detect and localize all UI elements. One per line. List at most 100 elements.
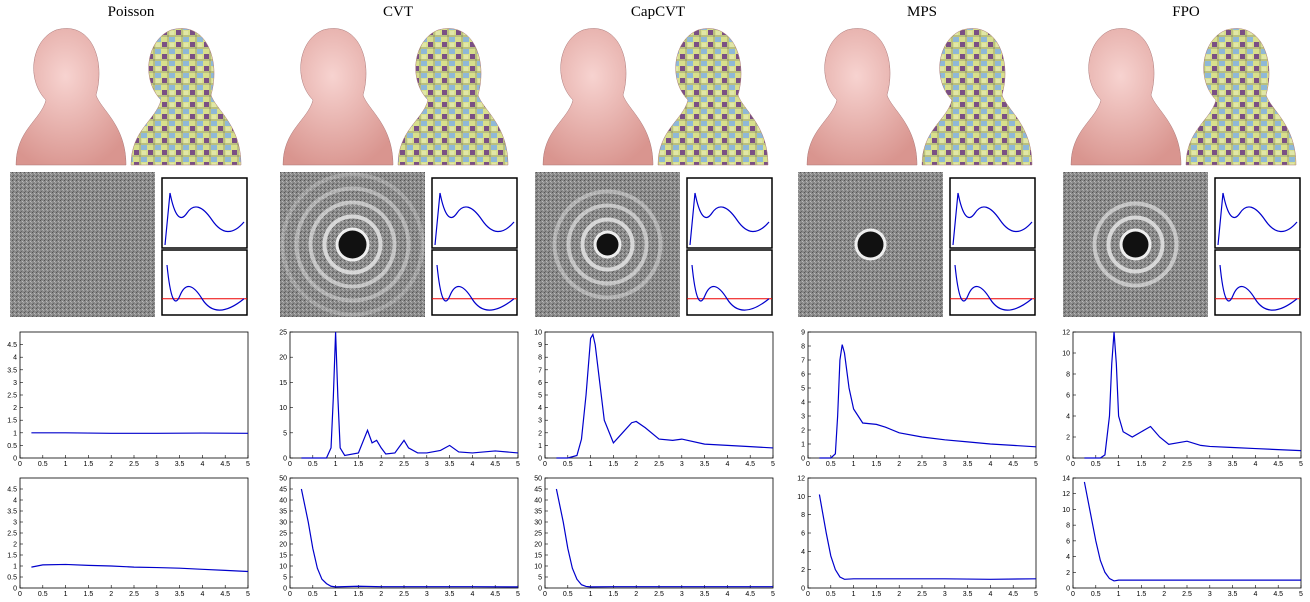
y-tick-label: 7 xyxy=(801,358,805,365)
column-title: CapCVT xyxy=(631,4,685,20)
x-tick-label: 1 xyxy=(64,461,68,468)
bust-render xyxy=(542,28,654,166)
bust-render xyxy=(1185,28,1297,166)
x-tick-label: 3 xyxy=(680,591,684,598)
bust-render xyxy=(921,28,1033,166)
spectrum-ring xyxy=(294,186,411,303)
inset-frame xyxy=(949,249,1036,316)
inset-frame xyxy=(1214,249,1301,316)
x-tick-label: 2.5 xyxy=(399,591,409,598)
x-tick-label: 2.5 xyxy=(1182,591,1192,598)
y-tick-label: 5 xyxy=(801,386,805,393)
y-tick-label: 0 xyxy=(13,586,17,593)
x-tick-label: 4 xyxy=(200,591,204,598)
x-tick-label: 2.5 xyxy=(917,461,927,468)
spectrum-ring xyxy=(308,200,397,289)
x-tick-label: 0 xyxy=(288,461,292,468)
x-tick-label: 2.5 xyxy=(1182,461,1192,468)
x-tick-label: 3.5 xyxy=(700,591,710,598)
x-tick-label: 3.5 xyxy=(175,461,185,468)
y-tick-label: 30 xyxy=(279,520,287,527)
x-tick-label: 2 xyxy=(109,591,113,598)
plot-frame xyxy=(544,477,774,589)
y-tick-label: 10 xyxy=(1062,507,1070,514)
x-tick-label: 4 xyxy=(470,591,474,598)
y-tick-label: 4 xyxy=(1066,414,1070,421)
spectrum-ring xyxy=(280,172,425,317)
y-tick-label: 3.5 xyxy=(7,509,17,516)
y-tick-label: 7 xyxy=(538,367,542,374)
x-tick-label: 1 xyxy=(64,591,68,598)
bust-render xyxy=(130,28,242,166)
x-tick-label: 3 xyxy=(155,591,159,598)
y-tick-label: 1 xyxy=(13,564,17,571)
x-tick-label: 5 xyxy=(246,461,250,468)
x-tick-label: 2.5 xyxy=(917,591,927,598)
column-title: FPO xyxy=(1172,4,1200,20)
y-tick-label: 4 xyxy=(13,498,17,505)
inset-curve xyxy=(166,264,245,311)
spectrum-image xyxy=(10,172,155,317)
y-tick-label: 10 xyxy=(279,564,287,571)
x-tick-label: 1.5 xyxy=(84,591,94,598)
y-tick-label: 0 xyxy=(801,586,805,593)
plot-frame xyxy=(289,477,519,589)
y-tick-label: 2 xyxy=(13,405,17,412)
y-tick-label: 8 xyxy=(801,512,805,519)
x-tick-label: 1.5 xyxy=(609,591,619,598)
column-title: MPS xyxy=(907,4,937,20)
y-tick-label: 25 xyxy=(279,330,287,337)
y-tick-label: 4 xyxy=(13,355,17,362)
plot-frame xyxy=(19,331,249,459)
x-tick-label: 0.5 xyxy=(826,461,836,468)
x-tick-label: 0.5 xyxy=(826,591,836,598)
inset-frame xyxy=(161,249,248,316)
spectrum-ring xyxy=(322,214,383,275)
x-tick-label: 0.5 xyxy=(308,591,318,598)
y-tick-label: 1 xyxy=(538,443,542,450)
y-tick-label: 15 xyxy=(279,380,287,387)
y-tick-label: 10 xyxy=(797,494,805,501)
inset-curve xyxy=(1217,192,1298,246)
y-tick-label: 0 xyxy=(1066,456,1070,463)
x-tick-label: 2 xyxy=(1162,461,1166,468)
inset-curve xyxy=(691,264,770,311)
y-tick-label: 10 xyxy=(1062,351,1070,358)
x-tick-label: 4 xyxy=(988,591,992,598)
x-tick-label: 5 xyxy=(771,461,775,468)
y-tick-label: 2 xyxy=(801,567,805,574)
inset-frame xyxy=(949,177,1036,249)
y-tick-label: 4.5 xyxy=(7,487,17,494)
x-tick-label: 2 xyxy=(634,591,638,598)
x-tick-label: 1 xyxy=(1117,591,1121,598)
x-tick-label: 1.5 xyxy=(354,591,364,598)
bust-render xyxy=(397,28,509,166)
x-tick-label: 5 xyxy=(1034,591,1038,598)
spectrum-ring xyxy=(580,217,635,272)
x-tick-label: 2.5 xyxy=(654,591,664,598)
inset-frame xyxy=(686,177,773,249)
x-tick-label: 5 xyxy=(246,591,250,598)
x-tick-label: 1.5 xyxy=(872,591,882,598)
x-tick-label: 0.5 xyxy=(38,461,48,468)
x-tick-label: 0 xyxy=(806,461,810,468)
inset-curve xyxy=(436,264,515,311)
x-tick-label: 1.5 xyxy=(1137,461,1147,468)
y-tick-label: 30 xyxy=(534,520,542,527)
y-tick-label: 10 xyxy=(279,405,287,412)
x-tick-label: 1.5 xyxy=(1137,591,1147,598)
inset-curve xyxy=(954,264,1033,311)
y-tick-label: 5 xyxy=(283,430,287,437)
y-tick-label: 3 xyxy=(13,380,17,387)
y-tick-label: 2 xyxy=(538,430,542,437)
x-tick-label: 4 xyxy=(470,461,474,468)
y-tick-label: 0 xyxy=(283,456,287,463)
x-tick-label: 3 xyxy=(1208,591,1212,598)
bust-render xyxy=(1070,28,1182,166)
y-tick-label: 20 xyxy=(534,542,542,549)
x-tick-label: 1 xyxy=(589,591,593,598)
x-tick-label: 0 xyxy=(543,591,547,598)
y-tick-label: 4.5 xyxy=(7,342,17,349)
y-tick-label: 0 xyxy=(538,586,542,593)
y-tick-label: 4 xyxy=(1066,554,1070,561)
